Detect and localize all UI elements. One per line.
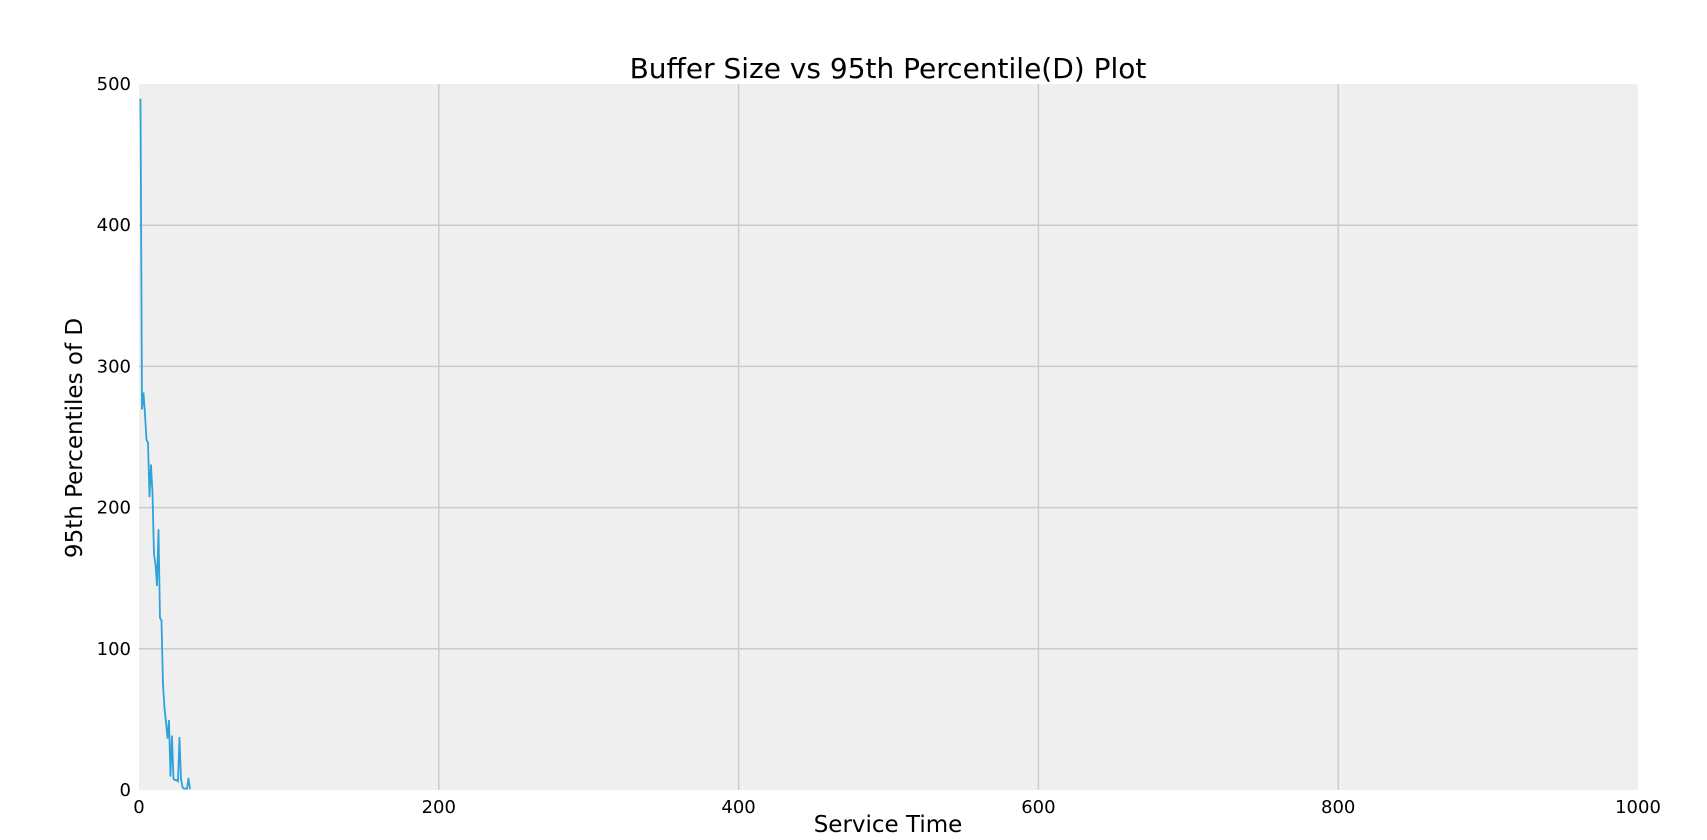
data-point [186, 787, 188, 790]
data-point [172, 777, 175, 780]
data-point [139, 98, 142, 101]
grid-lines [139, 84, 1638, 790]
data-point [171, 735, 173, 738]
y-tick-label: 500 [97, 74, 131, 95]
data-point [189, 787, 191, 790]
data-point [175, 779, 178, 782]
data-point [183, 787, 185, 790]
x-tick-label: 400 [721, 797, 755, 818]
data-point [159, 616, 161, 619]
y-tick-label: 100 [97, 639, 131, 660]
data-point [147, 441, 149, 444]
series-line [139, 99, 191, 790]
x-axis-ticks: 0 200 400 600 800 1000 [133, 797, 1661, 818]
x-tick-label: 200 [422, 797, 456, 818]
data-point [163, 707, 166, 710]
data-point [174, 779, 176, 782]
plot-area [139, 84, 1638, 790]
chart-title: Buffer Size vs 95th Percentile(D) Plot [630, 52, 1147, 85]
data-point [156, 584, 158, 587]
data-point [166, 736, 169, 739]
data-point [180, 777, 182, 780]
data-point [148, 495, 151, 498]
y-axis-label: 95th Percentiles of D [62, 318, 88, 558]
x-tick-label: 800 [1321, 797, 1355, 818]
x-tick-label: 600 [1021, 797, 1055, 818]
data-point [145, 438, 148, 441]
data-point [177, 780, 179, 783]
y-tick-label: 200 [97, 498, 131, 519]
data-point [162, 683, 164, 685]
data-point [150, 464, 152, 467]
x-tick-label: 0 [133, 797, 144, 818]
data-point [141, 407, 143, 410]
data-point [154, 563, 157, 565]
data-point [144, 413, 146, 416]
data-point [181, 786, 184, 789]
data-point [157, 529, 160, 532]
x-tick-label: 1000 [1615, 797, 1661, 818]
data-point [153, 553, 155, 556]
x-axis-label: Service Time [814, 812, 963, 838]
y-tick-label: 0 [120, 780, 131, 801]
data-point [142, 392, 145, 395]
y-axis-ticks: 0 100 200 300 400 500 [97, 74, 131, 801]
data-point [187, 777, 190, 780]
data-point [168, 719, 170, 722]
data-point [178, 736, 181, 739]
data-point [169, 774, 172, 777]
y-tick-label: 400 [97, 215, 131, 236]
data-point [165, 721, 167, 724]
data-point [184, 787, 187, 790]
data-point [160, 619, 163, 622]
y-tick-label: 300 [97, 356, 131, 377]
data-point [151, 492, 154, 495]
series-layer [139, 98, 191, 790]
